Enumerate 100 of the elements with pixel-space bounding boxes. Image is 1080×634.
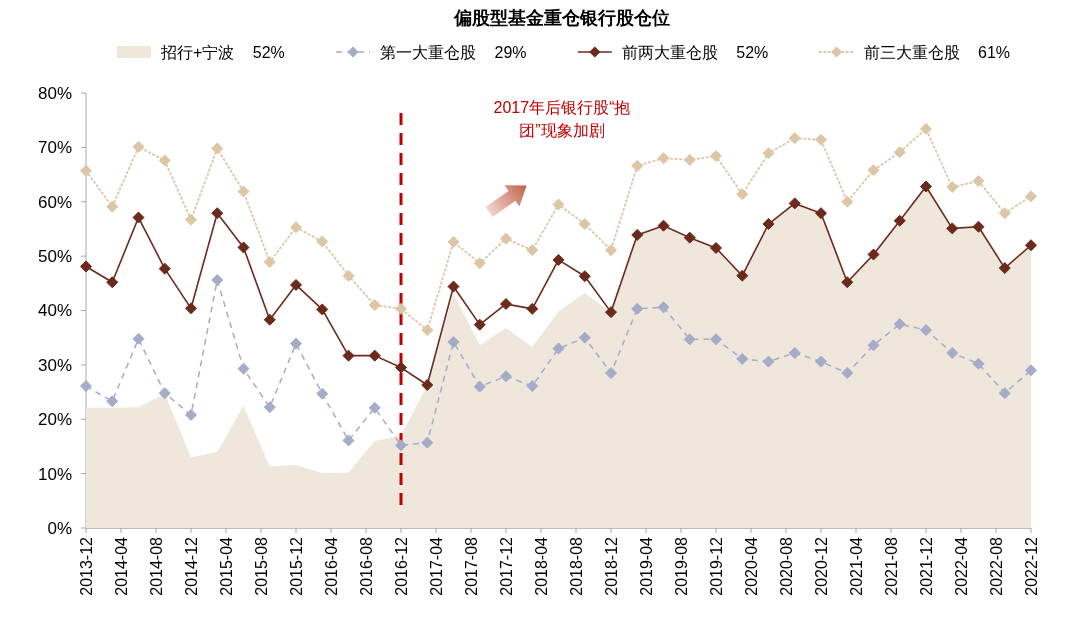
point <box>631 228 644 241</box>
x-tick-label: 2022-12 <box>1022 536 1040 596</box>
point <box>211 142 224 155</box>
x-tick-label: 2022-08 <box>987 536 1005 596</box>
point <box>473 257 486 270</box>
point <box>316 387 329 400</box>
legend-label: 第一大重仓股 29% <box>380 43 527 61</box>
point <box>841 367 854 380</box>
point <box>316 303 329 316</box>
point <box>132 140 145 153</box>
point <box>762 218 775 231</box>
point <box>552 342 565 355</box>
x-tick-label: 2016-08 <box>357 536 375 596</box>
point <box>657 301 670 314</box>
point <box>106 200 119 213</box>
point <box>80 260 92 273</box>
point <box>788 346 801 359</box>
point <box>447 280 460 293</box>
point <box>605 244 617 257</box>
point <box>185 408 197 421</box>
point <box>106 395 119 408</box>
point <box>657 219 670 232</box>
legend-label: 招行+宁波 52% <box>160 43 285 61</box>
point <box>447 235 460 248</box>
point <box>185 213 197 226</box>
point <box>237 241 250 254</box>
x-tick-label: 2019-04 <box>637 536 655 596</box>
x-tick-label: 2020-12 <box>812 536 830 596</box>
point <box>946 346 959 359</box>
x-tick-label: 2021-08 <box>882 536 900 596</box>
point <box>815 355 827 368</box>
point <box>762 355 775 368</box>
point <box>736 269 749 282</box>
chart-title: 偏股型基金重仓银行股仓位 <box>453 8 670 28</box>
point <box>290 221 302 234</box>
point <box>368 401 381 414</box>
point <box>605 367 617 380</box>
y-tick-label: 20% <box>37 410 72 430</box>
point <box>631 159 644 172</box>
point <box>710 150 722 163</box>
point <box>80 164 92 177</box>
point <box>788 197 801 210</box>
point <box>920 180 932 193</box>
point <box>132 211 145 224</box>
point <box>946 222 959 235</box>
point <box>1025 364 1037 377</box>
point <box>998 207 1011 220</box>
point <box>815 133 827 146</box>
point <box>998 262 1011 275</box>
point <box>920 122 932 135</box>
x-tick-label: 2017-08 <box>462 536 480 596</box>
x-tick-label: 2018-12 <box>602 536 620 596</box>
point <box>631 302 644 315</box>
y-tick-label: 0% <box>47 518 72 538</box>
point <box>316 235 329 248</box>
point <box>500 297 512 310</box>
y-tick-label: 30% <box>37 355 72 375</box>
y-tick-label: 70% <box>37 138 72 158</box>
point <box>263 256 276 269</box>
point <box>263 313 276 326</box>
point <box>500 232 512 245</box>
x-tick-label: 2018-04 <box>532 536 550 596</box>
point <box>920 324 932 337</box>
point <box>395 361 407 374</box>
point <box>1025 190 1037 203</box>
point <box>736 188 749 201</box>
point <box>185 302 197 315</box>
point <box>1025 239 1037 252</box>
point <box>263 401 276 414</box>
point <box>552 198 565 211</box>
y-tick-label: 50% <box>37 247 72 267</box>
point <box>841 195 854 208</box>
point <box>158 262 171 275</box>
point <box>578 331 591 344</box>
y-tick-label: 10% <box>37 464 72 484</box>
point <box>683 231 696 244</box>
x-tick-label: 2020-04 <box>742 536 760 596</box>
legend-label: 前两大重仓股 52% <box>621 43 769 61</box>
point <box>290 278 302 291</box>
point <box>80 380 92 393</box>
point <box>368 299 381 312</box>
point <box>998 387 1011 400</box>
y-tick-label: 80% <box>37 83 72 103</box>
point <box>342 434 355 447</box>
x-tick-label: 2013-12 <box>77 536 95 596</box>
point <box>972 357 985 370</box>
point <box>421 436 434 449</box>
point <box>395 439 407 452</box>
x-tick-label: 2021-12 <box>917 536 935 596</box>
x-tick-label: 2014-04 <box>112 536 130 596</box>
point <box>683 153 696 166</box>
point <box>526 380 539 393</box>
point <box>815 207 827 220</box>
annotation: 2017年后银行股“抱团”现象加剧 <box>493 99 631 140</box>
point <box>710 241 722 254</box>
x-tick-label: 2017-12 <box>497 536 515 596</box>
point <box>342 269 355 282</box>
point <box>893 146 906 159</box>
point <box>736 352 749 365</box>
point <box>106 276 119 289</box>
